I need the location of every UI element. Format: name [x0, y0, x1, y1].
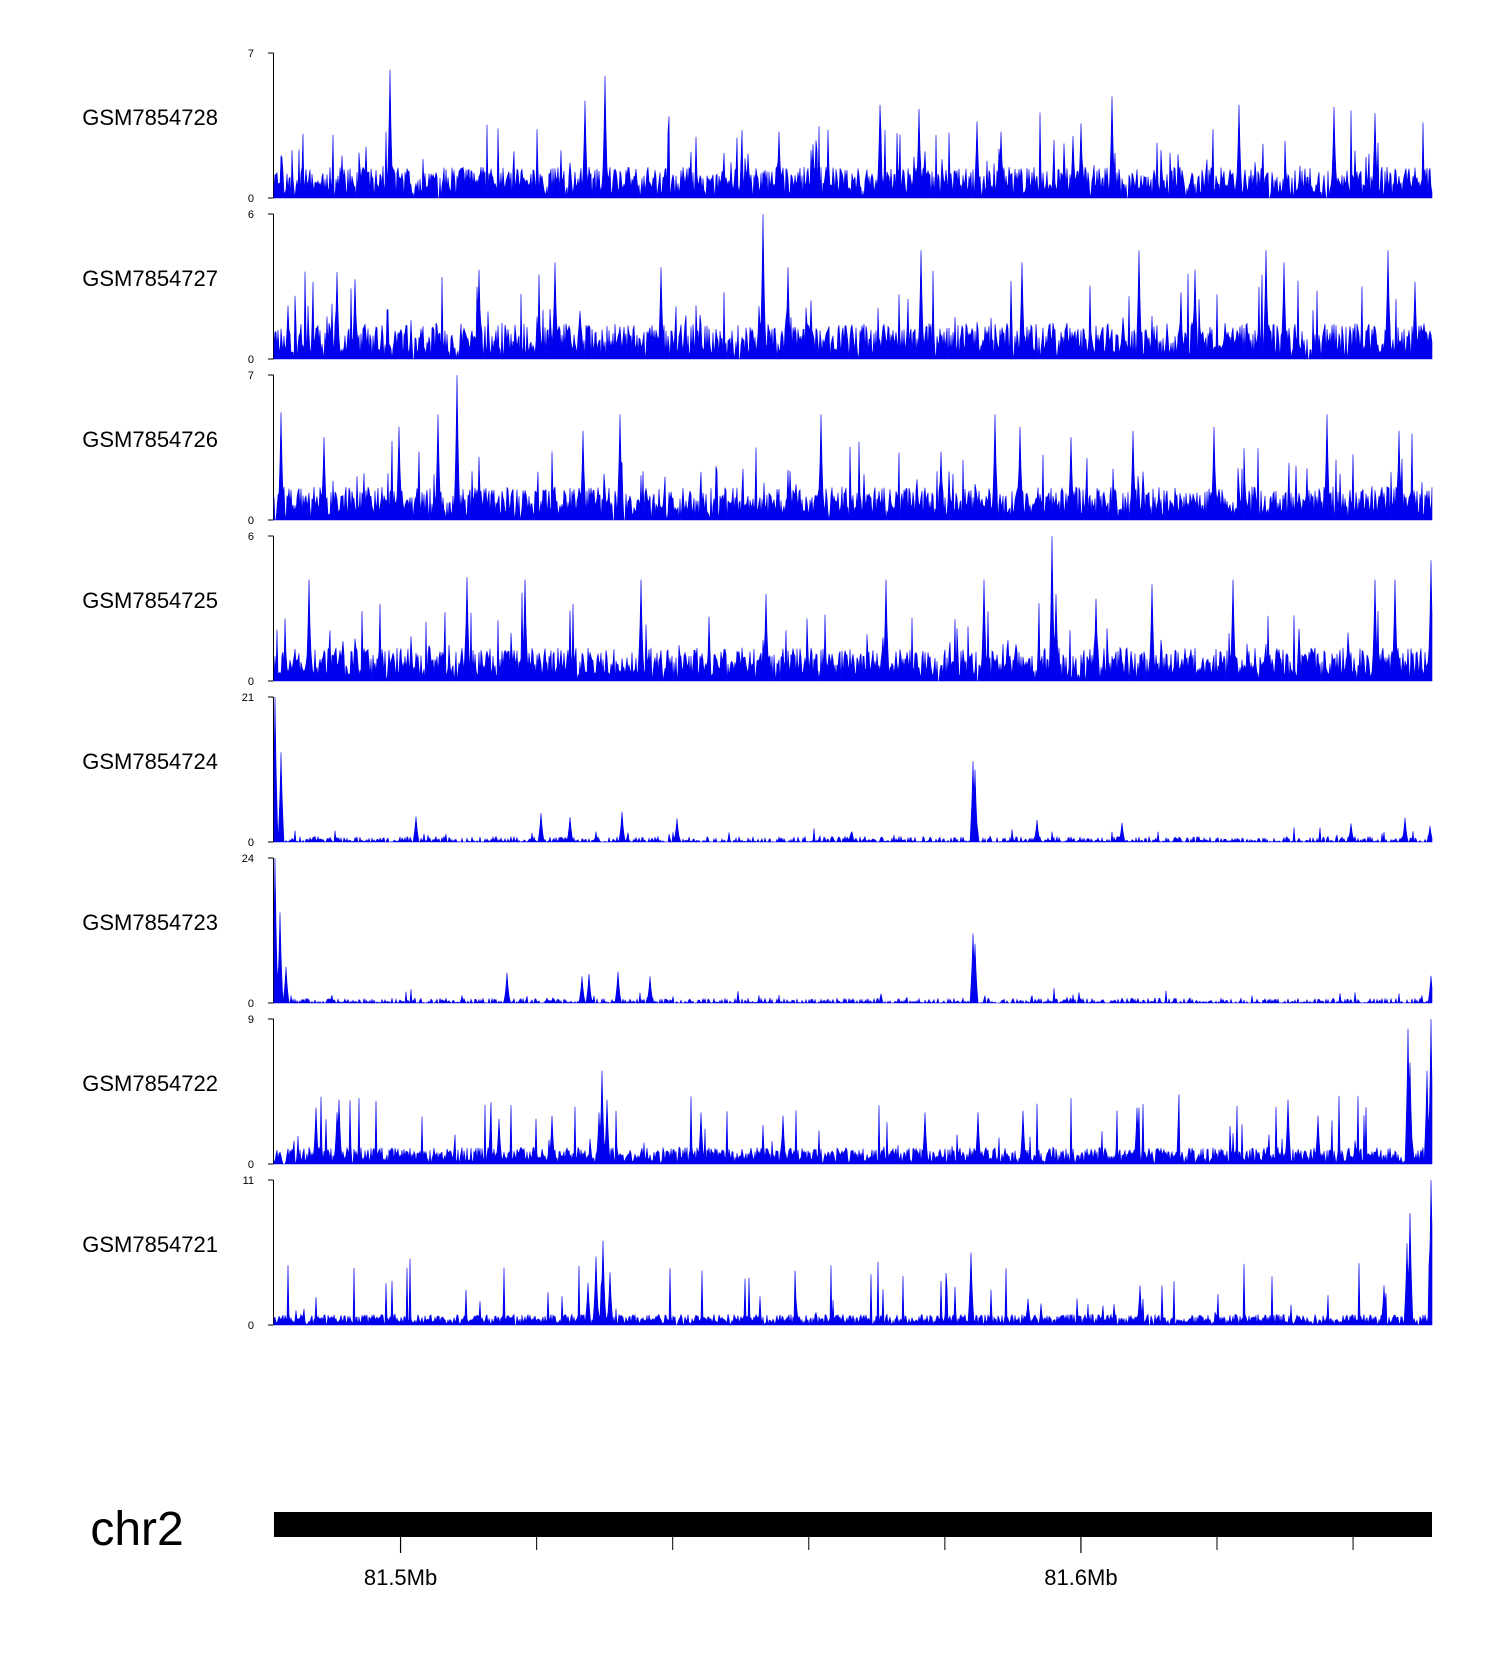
- track-label: GSM7854721: [82, 1232, 218, 1257]
- signal-area: [273, 1179, 1433, 1327]
- track-label: GSM7854725: [82, 588, 218, 613]
- chromosome-ideogram-bar: [274, 1512, 1432, 1537]
- track-GSM7854722: GSM7854722 9 0: [82, 1014, 1433, 1171]
- y-max-label: 6: [248, 209, 254, 221]
- track-GSM7854724: GSM7854724 21 0: [82, 692, 1433, 849]
- y-max-label: 6: [248, 531, 254, 543]
- signal-area: [273, 696, 1433, 844]
- signal-area: [273, 374, 1433, 521]
- chromosome-label: chr2: [90, 1503, 183, 1556]
- track-GSM7854726: GSM7854726 7 0: [82, 370, 1433, 527]
- y-max-label: 7: [248, 370, 254, 382]
- y-max-label: 24: [242, 853, 254, 865]
- y-min-label: 0: [248, 1320, 254, 1332]
- tick-label: 81.5Mb: [364, 1565, 437, 1590]
- track-GSM7854721: GSM7854721 11 0: [82, 1175, 1433, 1332]
- track-GSM7854725: GSM7854725 6 0: [82, 531, 1433, 688]
- genomic-position-ticks: 81.5Mb 81.6Mb: [364, 1537, 1354, 1590]
- track-GSM7854723: GSM7854723 24 0: [82, 853, 1433, 1010]
- chromosome-axis: chr2 81.5Mb 81.6Mb: [90, 1503, 1432, 1590]
- y-min-label: 0: [248, 193, 254, 205]
- track-label: GSM7854723: [82, 910, 218, 935]
- track-GSM7854727: GSM7854727 6 0: [82, 209, 1433, 366]
- y-min-label: 0: [248, 998, 254, 1010]
- signal-area: [273, 857, 1433, 1005]
- y-max-label: 9: [248, 1014, 254, 1026]
- y-min-label: 0: [248, 1159, 254, 1171]
- y-min-label: 0: [248, 515, 254, 527]
- signal-tracks: GSM785472870GSM785472760GSM785472670GSM7…: [82, 48, 1433, 1332]
- track-label: GSM7854727: [82, 266, 218, 291]
- y-min-label: 0: [248, 676, 254, 688]
- y-max-label: 7: [248, 48, 254, 60]
- y-max-label: 21: [242, 692, 254, 704]
- track-label: GSM7854726: [82, 427, 218, 452]
- track-label: GSM7854724: [82, 749, 218, 774]
- signal-area: [273, 69, 1433, 199]
- signal-area: [273, 535, 1433, 682]
- track-GSM7854728: GSM7854728 7 0: [82, 48, 1433, 205]
- tick-label: 81.6Mb: [1044, 1565, 1117, 1590]
- y-min-label: 0: [248, 354, 254, 366]
- y-max-label: 11: [243, 1175, 254, 1187]
- y-min-label: 0: [248, 837, 254, 849]
- signal-area: [273, 1018, 1433, 1166]
- track-label: GSM7854728: [82, 105, 218, 130]
- signal-area: [273, 213, 1433, 360]
- track-label: GSM7854722: [82, 1071, 218, 1096]
